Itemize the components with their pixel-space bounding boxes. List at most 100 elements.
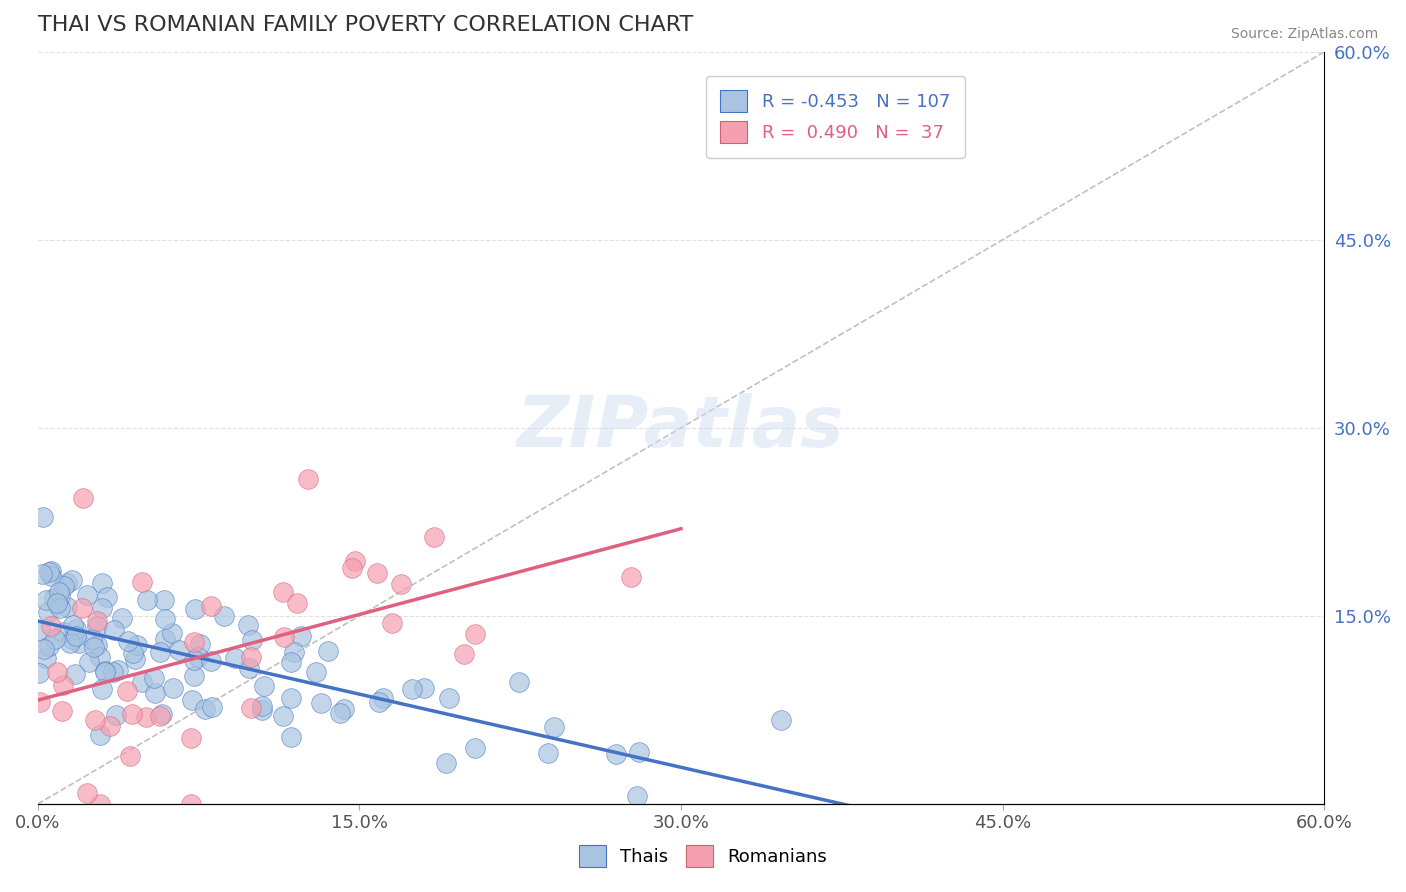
Point — [32, 510, 55, 524]
Point — [60, 573, 83, 587]
Point — [63, 667, 86, 681]
Point — [464, 741, 486, 756]
Point — [153, 612, 176, 626]
Point — [65, 629, 87, 643]
Point — [366, 566, 388, 580]
Point — [200, 654, 222, 668]
Point — [160, 626, 183, 640]
Point — [31, 567, 53, 582]
Point — [86, 614, 108, 628]
Point — [117, 634, 139, 648]
Point — [183, 652, 205, 666]
Point — [250, 699, 273, 714]
Point — [250, 703, 273, 717]
Point — [34, 593, 56, 607]
Point — [52, 678, 75, 692]
Point — [46, 665, 69, 680]
Point — [49, 589, 72, 603]
Point — [280, 690, 302, 705]
Point — [91, 681, 114, 696]
Point — [240, 649, 263, 664]
Point — [90, 575, 112, 590]
Point — [84, 713, 107, 727]
Point — [167, 643, 190, 657]
Point — [238, 661, 260, 675]
Text: THAI VS ROMANIAN FAMILY POVERTY CORRELATION CHART: THAI VS ROMANIAN FAMILY POVERTY CORRELAT… — [38, 15, 693, 35]
Point — [543, 720, 565, 734]
Point — [39, 564, 62, 578]
Point — [89, 728, 111, 742]
Point — [76, 786, 98, 800]
Point — [46, 597, 69, 611]
Point — [72, 601, 94, 615]
Point — [150, 707, 173, 722]
Point — [413, 681, 436, 695]
Point — [76, 588, 98, 602]
Point — [52, 624, 75, 639]
Point — [51, 704, 73, 718]
Point — [55, 600, 77, 615]
Point — [194, 701, 217, 715]
Point — [152, 592, 174, 607]
Point — [200, 599, 222, 613]
Point — [103, 623, 125, 637]
Point — [90, 600, 112, 615]
Point — [224, 651, 246, 665]
Point — [252, 679, 274, 693]
Point — [83, 640, 105, 654]
Point — [86, 619, 108, 633]
Point — [65, 623, 87, 637]
Point — [96, 591, 118, 605]
Point — [35, 651, 58, 665]
Point — [30, 624, 52, 639]
Point — [271, 709, 294, 723]
Point — [72, 491, 94, 505]
Point — [155, 632, 177, 647]
Point — [103, 665, 125, 679]
Point — [148, 645, 170, 659]
Point — [121, 707, 143, 722]
Point — [162, 681, 184, 695]
Point — [290, 629, 312, 643]
Point — [39, 569, 62, 583]
Point — [381, 616, 404, 631]
Point — [42, 591, 65, 606]
Point — [297, 472, 319, 486]
Point — [59, 636, 82, 650]
Point — [508, 674, 530, 689]
Point — [434, 756, 457, 770]
Point — [89, 797, 111, 811]
Point — [626, 789, 648, 803]
Point — [89, 649, 111, 664]
Point — [329, 706, 352, 721]
Text: Source: ZipAtlas.com: Source: ZipAtlas.com — [1230, 27, 1378, 41]
Point — [180, 731, 202, 745]
Point — [285, 597, 308, 611]
Point — [389, 576, 412, 591]
Point — [371, 691, 394, 706]
Point — [32, 642, 55, 657]
Point — [62, 618, 84, 632]
Point — [309, 696, 332, 710]
Point — [48, 601, 70, 615]
Point — [184, 601, 207, 615]
Point — [180, 797, 202, 811]
Point — [118, 748, 141, 763]
Point — [439, 691, 461, 706]
Point — [180, 692, 202, 706]
Point — [39, 618, 62, 632]
Legend: Thais, Romanians: Thais, Romanians — [571, 838, 835, 874]
Point — [52, 579, 75, 593]
Point — [143, 672, 166, 686]
Point — [122, 646, 145, 660]
Point — [38, 640, 60, 654]
Point — [98, 719, 121, 733]
Point — [135, 710, 157, 724]
Point — [48, 585, 70, 599]
Point — [453, 647, 475, 661]
Point — [537, 747, 560, 761]
Point — [67, 636, 90, 650]
Point — [343, 554, 366, 568]
Point — [239, 700, 262, 714]
Point — [117, 684, 139, 698]
